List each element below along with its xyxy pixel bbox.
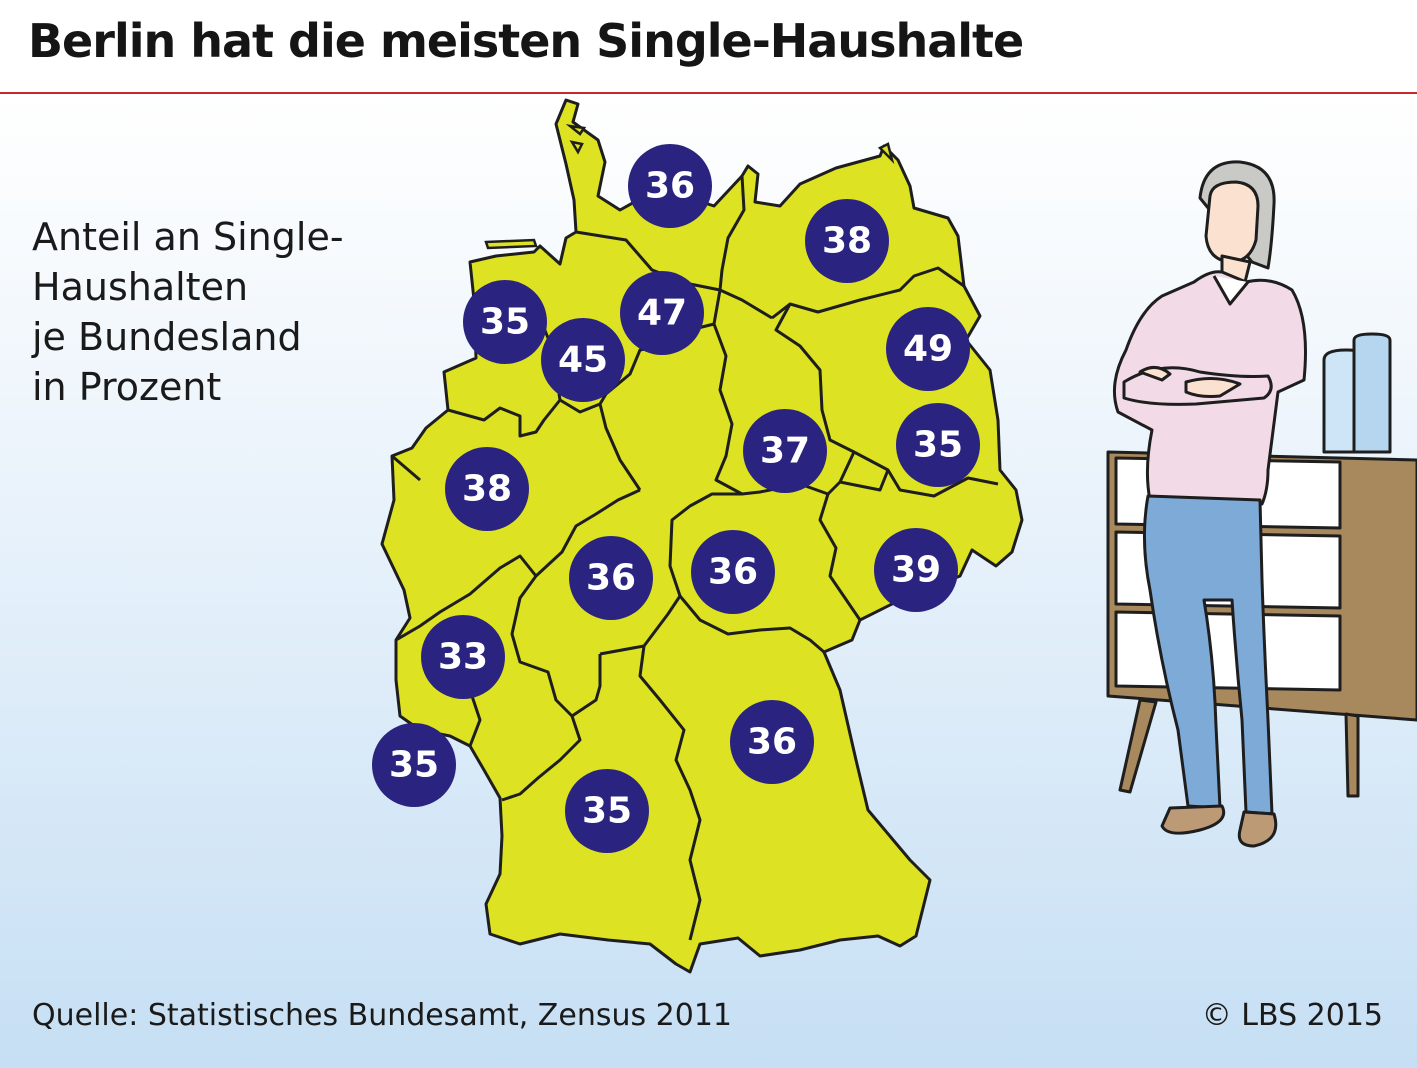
subtitle-line: in Prozent bbox=[32, 365, 222, 409]
state-borders bbox=[391, 175, 999, 941]
svg-text:38: 38 bbox=[462, 469, 512, 510]
svg-text:39: 39 bbox=[891, 550, 941, 591]
badge-saarland: 35 bbox=[372, 723, 456, 807]
source-note: Quelle: Statistisches Bundesamt, Zensus … bbox=[32, 998, 732, 1033]
subtitle-line: Anteil an Single- bbox=[32, 215, 344, 259]
badge-berlin: 49 bbox=[886, 307, 970, 391]
badge-hamburg: 47 bbox=[620, 271, 704, 355]
subtitle-line: je Bundesland bbox=[32, 315, 302, 359]
svg-text:36: 36 bbox=[747, 722, 797, 763]
svg-text:35: 35 bbox=[480, 302, 530, 343]
islands bbox=[484, 124, 895, 250]
svg-text:45: 45 bbox=[558, 340, 608, 381]
badge-thueringen: 36 bbox=[691, 530, 775, 614]
badge-brandenburg: 35 bbox=[896, 403, 980, 487]
badge-baden-wuerttemberg: 35 bbox=[565, 769, 649, 853]
copyright-note: © LBS 2015 bbox=[1201, 998, 1383, 1033]
svg-text:36: 36 bbox=[586, 558, 636, 599]
subtitle-line: Haushalten bbox=[32, 265, 249, 309]
badge-hessen: 36 bbox=[569, 536, 653, 620]
svg-text:33: 33 bbox=[438, 637, 488, 678]
badge-sachsen: 39 bbox=[874, 528, 958, 612]
badge-bremen: 35 bbox=[463, 280, 547, 364]
page-title: Berlin hat die meisten Single-Haushalte bbox=[28, 14, 1024, 68]
value-badges: 36 38 35 47 45 49 37 35 38 36 36 39 33 3… bbox=[372, 144, 980, 853]
header: Berlin hat die meisten Single-Haushalte bbox=[0, 0, 1417, 94]
svg-text:47: 47 bbox=[637, 293, 687, 334]
badge-sachsen-anhalt: 37 bbox=[743, 409, 827, 493]
svg-text:49: 49 bbox=[903, 329, 953, 370]
svg-text:36: 36 bbox=[708, 552, 758, 593]
badge-bayern: 36 bbox=[730, 700, 814, 784]
badge-nordrhein-westfalen: 38 bbox=[445, 447, 529, 531]
svg-text:37: 37 bbox=[760, 431, 810, 472]
svg-text:38: 38 bbox=[822, 221, 872, 262]
woman-illustration bbox=[1112, 160, 1307, 848]
badge-mecklenburg-vorpommern: 38 bbox=[805, 199, 889, 283]
svg-text:35: 35 bbox=[913, 425, 963, 466]
svg-text:35: 35 bbox=[389, 745, 439, 786]
map-subtitle: Anteil an Single- Haushalten je Bundesla… bbox=[32, 212, 412, 412]
svg-text:36: 36 bbox=[645, 166, 695, 207]
badge-schleswig-holstein: 36 bbox=[628, 144, 712, 228]
svg-text:35: 35 bbox=[582, 791, 632, 832]
badge-rheinland-pfalz: 33 bbox=[421, 615, 505, 699]
badge-niedersachsen: 45 bbox=[541, 318, 625, 402]
